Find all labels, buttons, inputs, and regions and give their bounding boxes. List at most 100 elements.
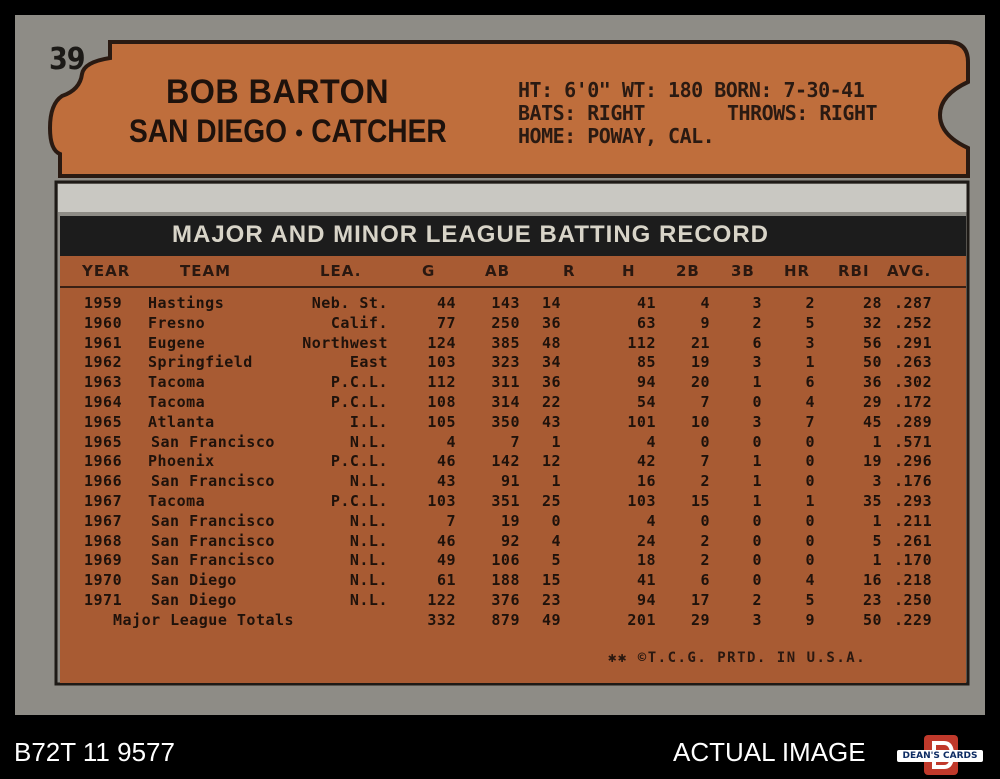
g-cell: 4 [446, 432, 456, 451]
g-cell: 105 [427, 412, 456, 431]
totals-value: 29 [690, 610, 710, 629]
hr-cell: 5 [805, 591, 815, 609]
bio-height-weight-born: HT: 6'0" WT: 180 BORN: 7-30-41 [518, 78, 865, 102]
league-cell: P.C.L. [330, 452, 388, 471]
bio-home: HOME: POWAY, CAL. [518, 124, 715, 148]
totals-value: .229 [894, 610, 933, 629]
g-cell: 103 [427, 492, 456, 510]
hr-cell: 3 [805, 333, 815, 352]
column-header: AB [485, 262, 511, 280]
2b-cell: 21 [690, 333, 710, 352]
league-cell: Northwest [302, 333, 388, 352]
2b-cell: 2 [700, 551, 710, 570]
hr-cell: 2 [805, 294, 815, 312]
ab-cell: 385 [491, 333, 520, 352]
ab-cell: 188 [491, 571, 520, 590]
hr-cell: 0 [805, 472, 815, 491]
league-cell: N.L. [349, 472, 388, 491]
g-cell: 49 [436, 551, 456, 570]
league-cell: N.L. [349, 591, 388, 609]
ab-cell: 142 [491, 452, 520, 471]
bio-throws: THROWS: RIGHT [727, 101, 878, 125]
team-cell: Tacoma [148, 373, 206, 392]
hr-cell: 0 [805, 511, 815, 530]
rbi-cell: 45 [862, 412, 882, 431]
team-cell: Springfield [148, 353, 253, 372]
ab-cell: 92 [500, 531, 520, 550]
team-cell: San Francisco [151, 531, 275, 550]
3b-cell: 0 [752, 393, 762, 411]
hr-cell: 4 [805, 571, 815, 590]
hr-cell: 0 [805, 432, 815, 451]
rbi-cell: 3 [872, 472, 882, 491]
g-cell: 112 [427, 373, 456, 392]
team-cell: San Diego [151, 591, 237, 609]
2b-cell: 17 [690, 591, 710, 609]
ab-cell: 323 [491, 353, 520, 372]
r-cell: 5 [551, 551, 561, 570]
3b-cell: 1 [752, 452, 762, 471]
totals-value: 332 [427, 610, 456, 629]
year-cell: 1964 [84, 393, 123, 411]
3b-cell: 0 [752, 571, 762, 590]
r-cell: 36 [541, 313, 561, 332]
h-cell: 85 [636, 353, 656, 372]
column-header: HR [784, 262, 811, 280]
column-header: AVG. [887, 262, 932, 280]
rbi-cell: 56 [862, 333, 882, 352]
3b-cell: 2 [752, 313, 762, 332]
year-cell: 1971 [84, 591, 123, 609]
totals-value: 9 [805, 610, 815, 629]
r-cell: 12 [541, 452, 561, 471]
column-header: R [563, 262, 576, 280]
totals-label: Major League Totals [113, 610, 295, 629]
ab-cell: 314 [491, 393, 520, 411]
ab-cell: 106 [491, 551, 520, 570]
copyright-footer: ✱✱ ©T.C.G. PRTD. IN U.S.A. [608, 650, 867, 666]
league-cell: I.L. [349, 412, 388, 431]
3b-cell: 0 [752, 551, 762, 570]
3b-cell: 1 [752, 492, 762, 510]
team-cell: Fresno [148, 313, 206, 332]
r-cell: 22 [541, 393, 561, 411]
3b-cell: 1 [752, 373, 762, 392]
column-header: G [422, 262, 436, 280]
h-cell: 94 [636, 591, 656, 609]
team-cell: Eugene [148, 333, 206, 352]
3b-cell: 0 [752, 432, 762, 451]
2b-cell: 0 [700, 432, 710, 451]
hr-cell: 0 [805, 551, 815, 570]
rbi-cell: 28 [862, 294, 882, 312]
team-cell: San Diego [151, 571, 237, 590]
g-cell: 122 [427, 591, 456, 609]
league-cell: N.L. [349, 571, 388, 590]
rbi-cell: 5 [872, 531, 882, 550]
h-cell: 42 [636, 452, 656, 471]
column-header: LEA. [320, 262, 362, 280]
avg-cell: .176 [894, 472, 933, 491]
league-cell: P.C.L. [330, 373, 388, 392]
avg-cell: .172 [894, 393, 933, 411]
player-position: CATCHER [311, 113, 447, 149]
g-cell: 124 [427, 333, 456, 352]
team-cell: Hastings [148, 294, 225, 312]
2b-cell: 10 [690, 412, 710, 431]
team-cell: Tacoma [148, 393, 206, 411]
hr-cell: 1 [805, 492, 815, 510]
rbi-cell: 23 [862, 591, 882, 609]
avg-cell: .571 [894, 432, 933, 451]
2b-cell: 9 [700, 313, 710, 332]
g-cell: 44 [436, 294, 456, 312]
league-cell: N.L. [349, 511, 388, 530]
2b-cell: 2 [700, 472, 710, 491]
league-cell: N.L. [349, 551, 388, 570]
ab-cell: 351 [491, 492, 520, 510]
h-cell: 101 [627, 412, 656, 431]
r-cell: 48 [541, 333, 561, 352]
team-position-line: SAN DIEGO ● CATCHER [129, 113, 447, 150]
year-cell: 1970 [84, 571, 123, 590]
g-cell: 43 [436, 472, 456, 491]
g-cell: 7 [446, 511, 456, 530]
h-cell: 24 [636, 531, 656, 550]
3b-cell: 3 [752, 412, 762, 431]
